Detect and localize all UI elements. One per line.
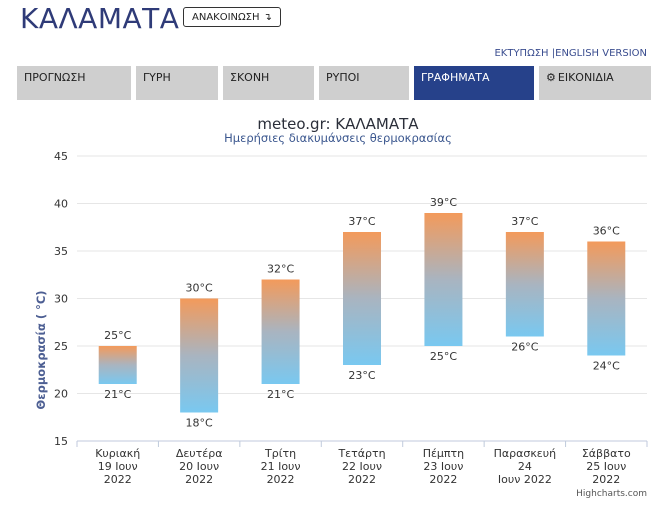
announcement-label: ΑΝΑΚΟΙΝΩΣΗ bbox=[192, 12, 260, 23]
x-tick-label: 2022 bbox=[267, 473, 295, 486]
low-temp-label: 23°C bbox=[348, 369, 375, 382]
tab-forecast[interactable]: ΠΡΟΓΝΩΣΗ bbox=[17, 66, 131, 100]
x-tick-label: Ιουν 2022 bbox=[498, 473, 552, 486]
range-bar bbox=[261, 279, 300, 384]
range-bar bbox=[98, 346, 137, 384]
x-tick-label: Τρίτη bbox=[264, 447, 296, 460]
tab-label: ΓΡΑΦΗΜΑΤΑ bbox=[421, 71, 490, 84]
y-tick-label: 20 bbox=[54, 388, 68, 401]
city-title: ΚΑΛΑΜΑΤΑ bbox=[20, 2, 180, 35]
high-temp-label: 32°C bbox=[267, 263, 294, 276]
y-tick-label: 45 bbox=[54, 150, 68, 163]
range-bar bbox=[424, 213, 463, 346]
tab-label: ΣΚΟΝΗ bbox=[230, 71, 270, 84]
x-tick-label: 2022 bbox=[348, 473, 376, 486]
x-tick-label: Κυριακή bbox=[95, 447, 140, 460]
high-temp-label: 36°C bbox=[593, 225, 620, 238]
low-temp-label: 25°C bbox=[430, 350, 457, 363]
low-temp-label: 18°C bbox=[186, 417, 213, 430]
low-temp-label: 26°C bbox=[511, 341, 538, 354]
y-tick-label: 35 bbox=[54, 245, 68, 258]
high-temp-label: 39°C bbox=[430, 196, 457, 209]
tab-icons[interactable]: ⚙ ΕΙΚΟΝΙΔΙΑ bbox=[539, 66, 651, 100]
tab-pollutants[interactable]: ΡΥΠΟΙ bbox=[319, 66, 409, 100]
x-tick-label: 2022 bbox=[592, 473, 620, 486]
temperature-chart: meteo.gr: ΚΑΛΑΜΑΤΑ Ημερήσιες διακυμάνσει… bbox=[34, 115, 648, 499]
x-tick-label: 2022 bbox=[429, 473, 457, 486]
link-separator: | bbox=[551, 48, 556, 59]
chart-title: meteo.gr: ΚΑΛΑΜΑΤΑ bbox=[257, 115, 419, 133]
x-tick-label: 2022 bbox=[104, 473, 132, 486]
print-link[interactable]: ΕΚΤΥΠΩΣΗ bbox=[494, 48, 549, 59]
x-tick-label: 22 Ιουν bbox=[342, 460, 382, 473]
tab-label: ΓΥΡΗ bbox=[143, 71, 171, 84]
tab-label: ΡΥΠΟΙ bbox=[326, 71, 360, 84]
y-tick-label: 15 bbox=[54, 435, 68, 448]
main-tabs: ΠΡΟΓΝΩΣΗ ΓΥΡΗ ΣΚΟΝΗ ΡΥΠΟΙ ΓΡΑΦΗΜΑΤΑ ⚙ ΕΙΚ… bbox=[17, 66, 651, 100]
x-tick-label: 19 Ιουν bbox=[98, 460, 138, 473]
x-tick-label: Παρασκευή bbox=[494, 447, 557, 460]
low-temp-label: 24°C bbox=[593, 360, 620, 373]
range-bar bbox=[587, 241, 626, 356]
range-bar bbox=[505, 232, 544, 337]
y-tick-label: 25 bbox=[54, 340, 68, 353]
english-version-link[interactable]: ENGLISH VERSION bbox=[555, 48, 647, 59]
tab-pollen[interactable]: ΓΥΡΗ bbox=[136, 66, 218, 100]
x-tick-label: 24 bbox=[518, 460, 532, 473]
high-temp-label: 37°C bbox=[511, 215, 538, 228]
x-tick-label: Τετάρτη bbox=[337, 447, 385, 460]
announcement-button[interactable]: ΑΝΑΚΟΙΝΩΣΗ ↴ bbox=[183, 7, 281, 27]
high-temp-label: 37°C bbox=[348, 215, 375, 228]
tab-dust[interactable]: ΣΚΟΝΗ bbox=[223, 66, 314, 100]
y-tick-label: 30 bbox=[54, 293, 68, 306]
y-tick-label: 40 bbox=[54, 198, 68, 211]
y-axis-title: Θερμοκρασία ( °C) bbox=[34, 290, 48, 409]
tab-label: ΕΙΚΟΝΙΔΙΑ bbox=[557, 71, 614, 84]
x-tick-label: 2022 bbox=[185, 473, 213, 486]
chart-subtitle: Ημερήσιες διακυμάνσεις θερμοκρασίας bbox=[224, 131, 452, 145]
range-bar bbox=[343, 232, 381, 365]
low-temp-label: 21°C bbox=[104, 388, 131, 401]
tab-charts[interactable]: ΓΡΑΦΗΜΑΤΑ bbox=[414, 66, 534, 100]
header-links: ΕΚΤΥΠΩΣΗ |ENGLISH VERSION bbox=[494, 48, 647, 59]
tab-label: ΠΡΟΓΝΩΣΗ bbox=[24, 71, 86, 84]
x-tick-label: 25 Ιουν bbox=[586, 460, 626, 473]
x-tick-label: 20 Ιουν bbox=[179, 460, 219, 473]
high-temp-label: 25°C bbox=[104, 329, 131, 342]
x-tick-label: Σάββατο bbox=[582, 447, 631, 460]
x-tick-label: Πέμπτη bbox=[423, 447, 464, 460]
range-bar bbox=[180, 298, 219, 413]
arrow-down-icon: ↴ bbox=[263, 12, 272, 23]
high-temp-label: 30°C bbox=[186, 282, 213, 295]
x-tick-label: Δευτέρα bbox=[176, 447, 223, 460]
x-tick-label: 23 Ιουν bbox=[423, 460, 463, 473]
gear-icon: ⚙ bbox=[546, 71, 556, 84]
x-tick-label: 21 Ιουν bbox=[261, 460, 301, 473]
highcharts-credit[interactable]: Highcharts.com bbox=[576, 489, 647, 499]
low-temp-label: 21°C bbox=[267, 388, 294, 401]
